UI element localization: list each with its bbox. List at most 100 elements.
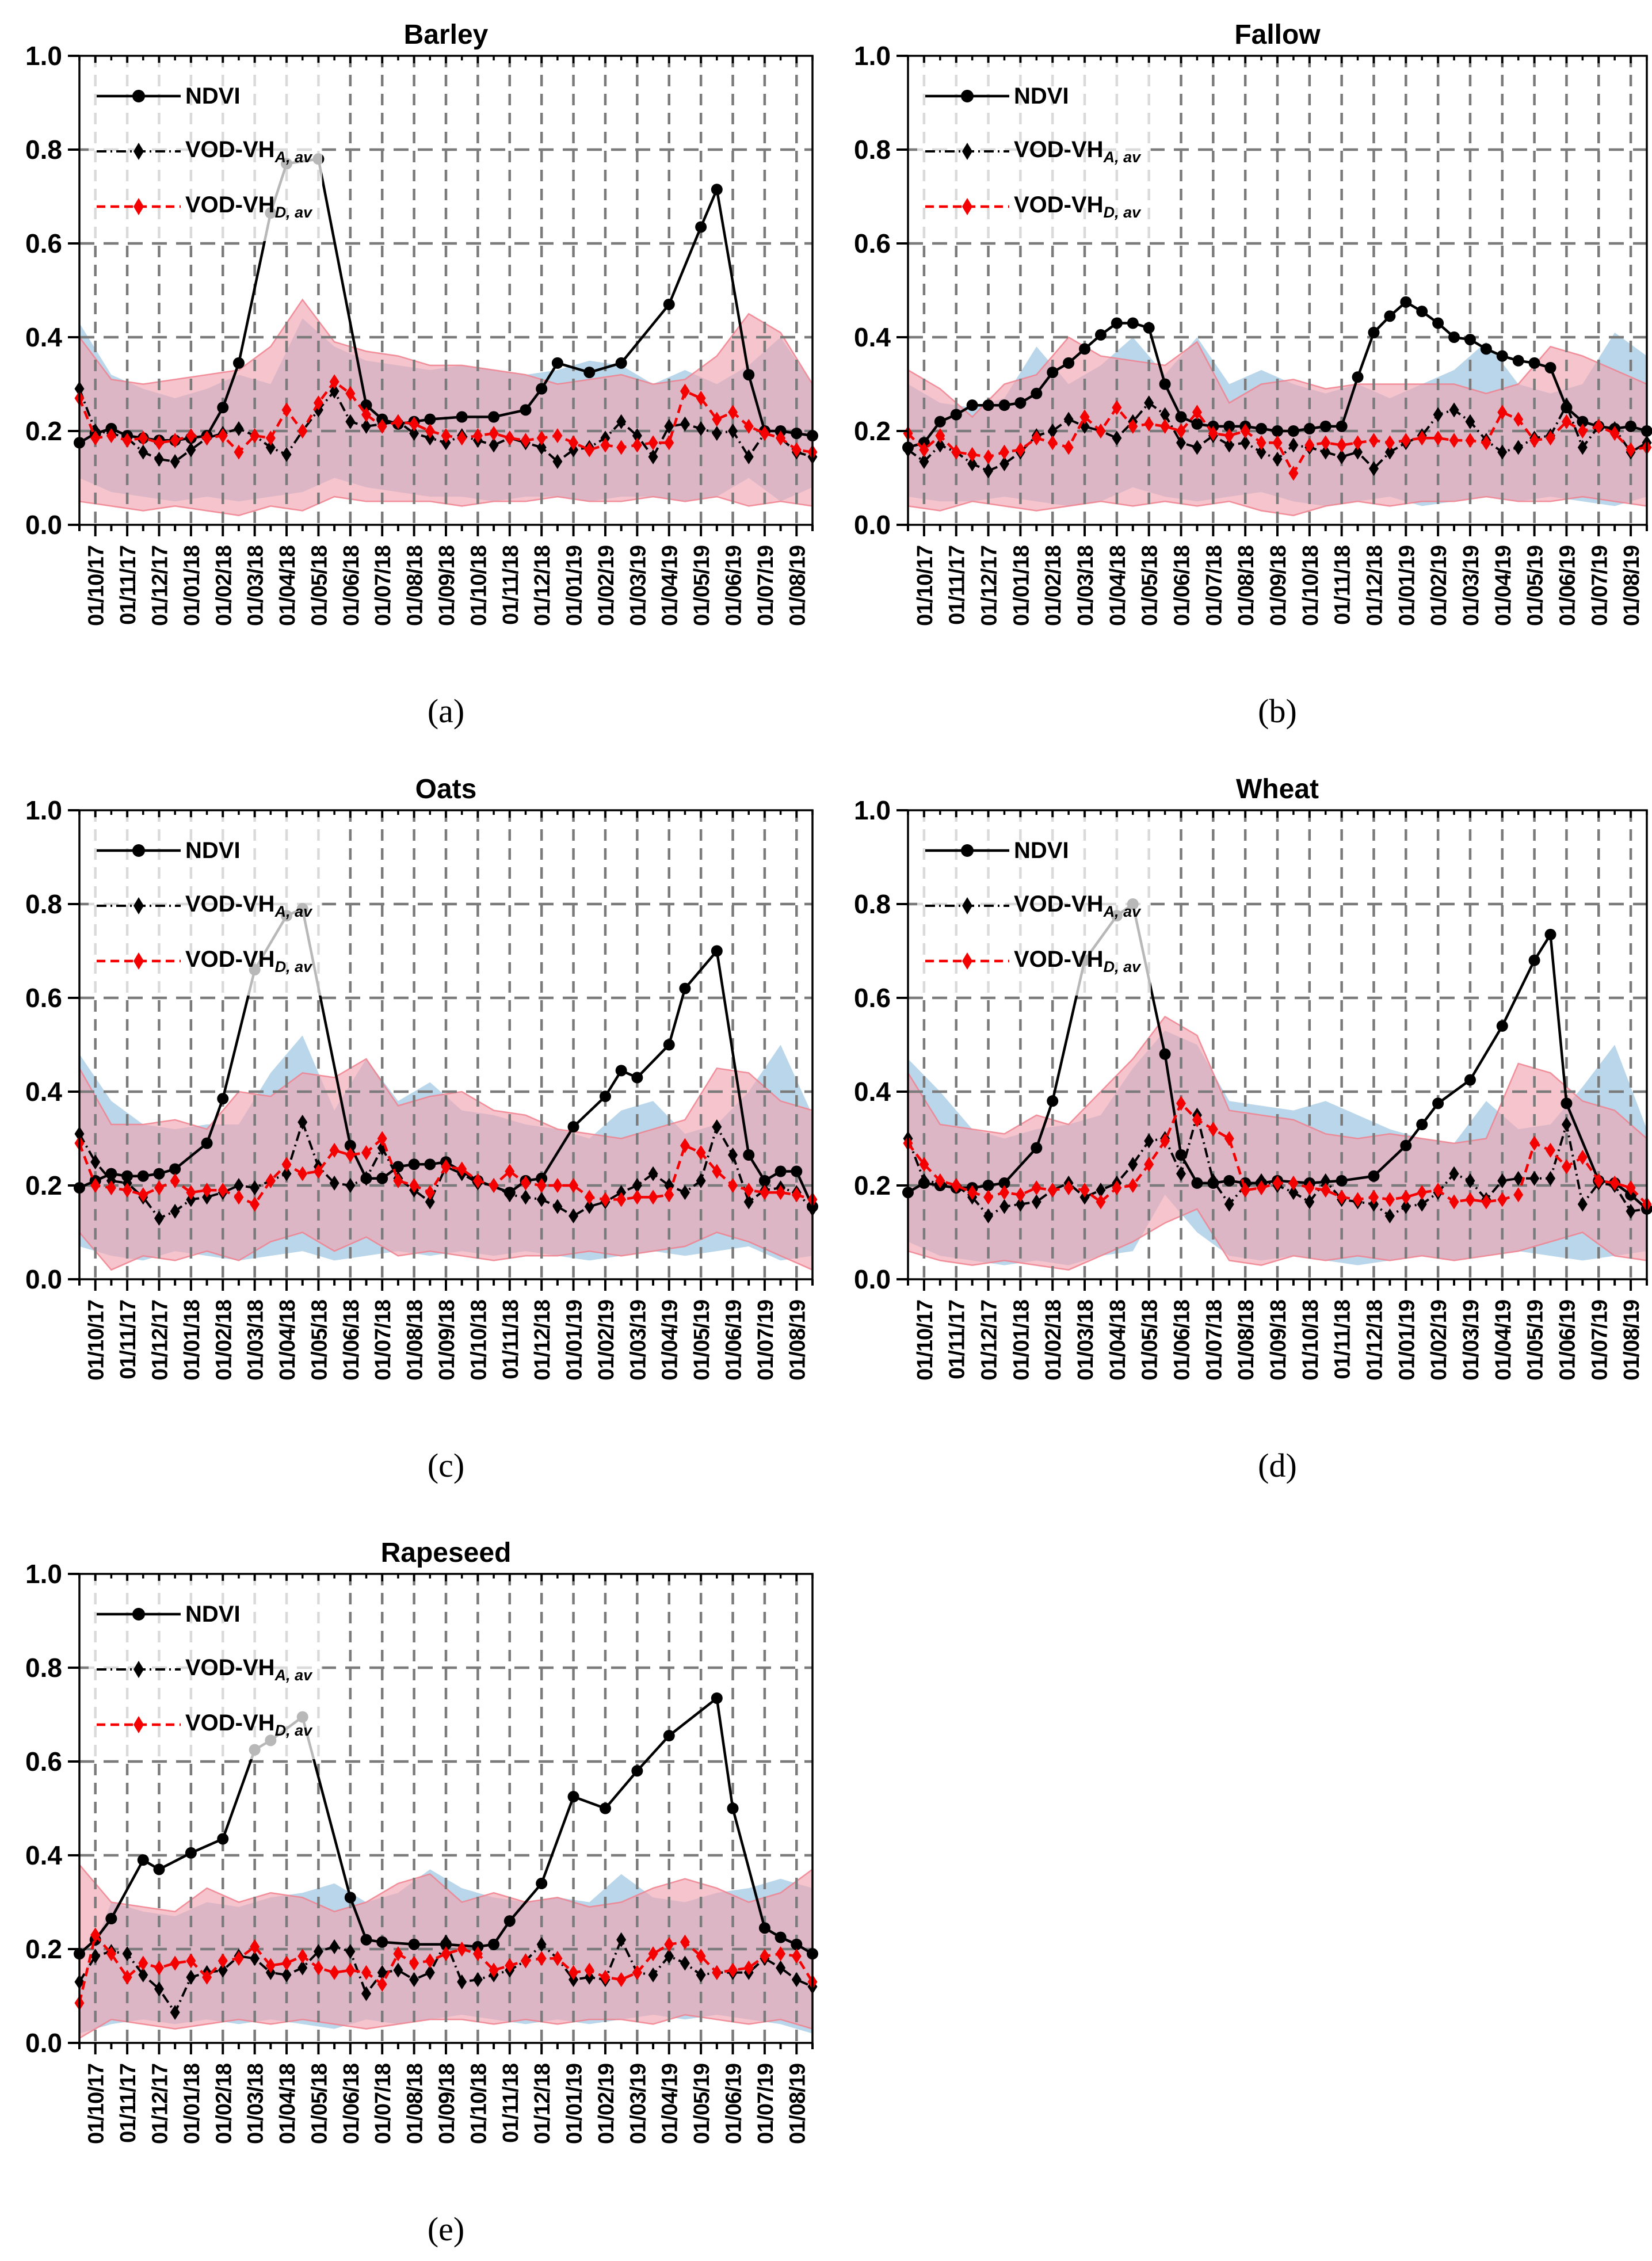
marker-diamond bbox=[170, 1173, 180, 1188]
chart-title-d: Wheat bbox=[1236, 774, 1319, 804]
marker-diamond bbox=[90, 1927, 101, 1943]
series-markers-vod-d bbox=[903, 400, 1652, 481]
y-tick-label: 0.0 bbox=[854, 510, 891, 540]
marker-diamond bbox=[250, 428, 260, 444]
marker-diamond bbox=[1497, 444, 1508, 460]
marker-circle bbox=[1432, 1097, 1444, 1109]
x-tick-label: 01/06/18 bbox=[339, 2064, 364, 2144]
marker-diamond bbox=[393, 1946, 403, 1962]
marker-diamond bbox=[361, 418, 372, 434]
marker-diamond bbox=[728, 1178, 738, 1193]
x-tick-label: 01/08/19 bbox=[1620, 1300, 1644, 1381]
x-tick-label: 01/09/18 bbox=[435, 2064, 459, 2144]
marker-diamond bbox=[313, 1944, 323, 1959]
marker-diamond bbox=[1401, 1199, 1411, 1214]
marker-diamond bbox=[664, 1187, 674, 1203]
x-tick-label: 01/01/18 bbox=[1009, 1300, 1033, 1381]
y-tick-label: 0.0 bbox=[25, 510, 62, 540]
series-markers-vod-d bbox=[903, 1096, 1652, 1212]
marker-circle bbox=[376, 1172, 388, 1184]
marker-diamond bbox=[1128, 1157, 1138, 1172]
marker-circle bbox=[1384, 310, 1396, 322]
marker-circle bbox=[1175, 1149, 1187, 1161]
x-tick-label: 01/05/18 bbox=[307, 1300, 331, 1381]
marker-diamond bbox=[297, 1960, 308, 1976]
chart-caption-b: (b) bbox=[1258, 692, 1297, 730]
marker-diamond bbox=[1015, 1196, 1025, 1212]
marker-diamond bbox=[919, 1157, 929, 1172]
legend-marker-vod_a-icon bbox=[97, 897, 181, 914]
marker-circle bbox=[1496, 1020, 1508, 1032]
y-tick-label: 0.8 bbox=[25, 1653, 62, 1683]
chart-e: 0.0 0.2 0.4 0.6 0.8 1.0 01/10/17 01/11/17 01/12/… bbox=[25, 1559, 818, 2144]
marker-diamond bbox=[1609, 426, 1620, 441]
marker-circle bbox=[1577, 415, 1589, 428]
marker-diamond bbox=[680, 1934, 690, 1950]
x-tick-label: 01/10/17 bbox=[85, 2064, 109, 2144]
x-tick-label: 01/11/17 bbox=[116, 1300, 140, 1379]
marker-circle bbox=[232, 357, 245, 369]
y-tick-label: 0.0 bbox=[25, 2028, 62, 2058]
marker-diamond bbox=[1433, 407, 1443, 422]
marker-diamond bbox=[951, 1178, 962, 1193]
y-tick-label: 1.0 bbox=[25, 41, 62, 71]
marker-diamond bbox=[281, 1967, 292, 1982]
marker-diamond bbox=[106, 1946, 116, 1962]
marker-diamond bbox=[664, 418, 674, 434]
marker-diamond bbox=[696, 1145, 706, 1160]
x-tick-label: 01/07/18 bbox=[1202, 546, 1226, 626]
x-tick-label: 01/10/17 bbox=[85, 1300, 109, 1381]
marker-diamond bbox=[1401, 1189, 1411, 1205]
marker-circle bbox=[1143, 322, 1155, 334]
marker-circle bbox=[1368, 326, 1380, 338]
marker-diamond bbox=[409, 416, 419, 432]
marker-diamond bbox=[441, 1934, 451, 1950]
marker-diamond bbox=[983, 463, 994, 479]
y-tick-label: 0.6 bbox=[854, 983, 891, 1013]
marker-circle bbox=[1400, 296, 1412, 308]
marker-diamond bbox=[1015, 442, 1025, 457]
marker-diamond bbox=[632, 1189, 642, 1205]
marker-diamond bbox=[536, 1951, 547, 1966]
marker-circle bbox=[1432, 317, 1444, 329]
marker-diamond bbox=[776, 1946, 786, 1962]
series-markers-vod-d bbox=[74, 374, 818, 460]
marker-diamond bbox=[1368, 433, 1379, 448]
marker-diamond bbox=[489, 426, 499, 441]
marker-diamond bbox=[1240, 435, 1250, 451]
marker-diamond bbox=[760, 426, 770, 441]
x-tick-label: 01/02/19 bbox=[594, 546, 619, 626]
legend-label-ndvi: NDVI bbox=[185, 837, 241, 863]
marker-circle bbox=[344, 1139, 356, 1152]
marker-diamond bbox=[1353, 444, 1363, 460]
x-tick-label: 01/08/19 bbox=[785, 546, 810, 626]
marker-diamond bbox=[361, 1965, 372, 1980]
marker-circle bbox=[344, 1892, 356, 1904]
marker-diamond bbox=[1417, 1196, 1427, 1212]
marker-circle bbox=[1031, 387, 1043, 399]
marker-diamond bbox=[265, 1958, 276, 1973]
x-tick-label: 01/01/18 bbox=[180, 546, 204, 626]
marker-diamond bbox=[154, 1211, 164, 1226]
marker-circle bbox=[1127, 317, 1139, 329]
x-tick-label: 01/04/19 bbox=[1491, 546, 1516, 626]
marker-diamond bbox=[712, 1965, 722, 1980]
marker-diamond bbox=[1337, 1189, 1347, 1205]
x-tick-label: 01/07/18 bbox=[371, 546, 395, 626]
x-tick-label: 01/05/18 bbox=[1138, 546, 1162, 626]
x-tick-label: 01/04/19 bbox=[1491, 1300, 1516, 1381]
marker-diamond bbox=[186, 1969, 196, 1985]
x-tick-label: 01/03/18 bbox=[244, 1300, 268, 1381]
marker-circle bbox=[950, 409, 962, 421]
plot-border bbox=[78, 809, 814, 1280]
marker-diamond bbox=[1449, 433, 1459, 448]
x-tick-label: 01/02/18 bbox=[1041, 546, 1066, 626]
marker-diamond bbox=[441, 1946, 451, 1962]
marker-diamond bbox=[186, 1185, 196, 1200]
x-tick-label: 01/05/18 bbox=[307, 2064, 331, 2144]
marker-diamond bbox=[1304, 1194, 1315, 1210]
marker-circle bbox=[567, 1791, 579, 1803]
marker-diamond bbox=[632, 437, 642, 453]
marker-diamond bbox=[154, 1960, 164, 1976]
marker-circle bbox=[758, 1922, 770, 1934]
